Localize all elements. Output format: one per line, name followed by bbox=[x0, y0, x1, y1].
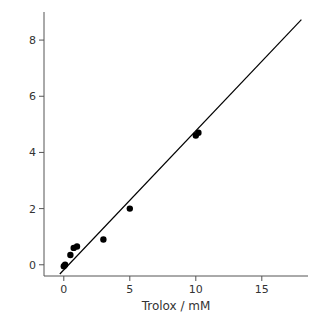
page: {"chart_data": {"type": "scatter", "xlab… bbox=[0, 0, 320, 320]
scatter-point bbox=[62, 262, 68, 268]
x-tick bbox=[195, 276, 196, 281]
y-tick bbox=[39, 152, 44, 153]
x-tick-label: 5 bbox=[126, 283, 133, 296]
x-tick bbox=[63, 276, 64, 281]
scatter-point bbox=[100, 236, 106, 242]
y-tick-label: 6 bbox=[29, 90, 36, 103]
scatter-point bbox=[195, 130, 201, 136]
chart-container: 0 5 10 15 0 2 4 6 8 Trolox / mM bbox=[0, 0, 320, 320]
plot-area bbox=[60, 20, 302, 274]
point-layer bbox=[61, 130, 202, 270]
y-tick-label: 8 bbox=[29, 34, 36, 47]
x-tick-label: 15 bbox=[255, 283, 269, 296]
scatter-point bbox=[67, 252, 73, 258]
x-tick bbox=[261, 276, 262, 281]
y-tick-label: 4 bbox=[29, 146, 36, 159]
regression-line bbox=[60, 20, 302, 274]
x-tick-label: 0 bbox=[60, 283, 67, 296]
y-tick-label: 0 bbox=[29, 259, 36, 272]
y-tick bbox=[39, 208, 44, 209]
y-tick bbox=[39, 264, 44, 265]
x-tick bbox=[129, 276, 130, 281]
y-tick-label: 2 bbox=[29, 203, 36, 216]
chart: 0 5 10 15 0 2 4 6 8 Trolox / mM bbox=[0, 0, 320, 320]
x-axis-label: Trolox / mM bbox=[141, 299, 211, 313]
x-axis-line bbox=[44, 276, 308, 277]
y-tick bbox=[39, 40, 44, 41]
line-layer bbox=[60, 20, 302, 274]
y-axis-line bbox=[44, 12, 45, 276]
x-tick-label: 10 bbox=[189, 283, 203, 296]
scatter-point bbox=[127, 205, 133, 211]
scatter-point bbox=[74, 243, 80, 249]
y-tick bbox=[39, 96, 44, 97]
